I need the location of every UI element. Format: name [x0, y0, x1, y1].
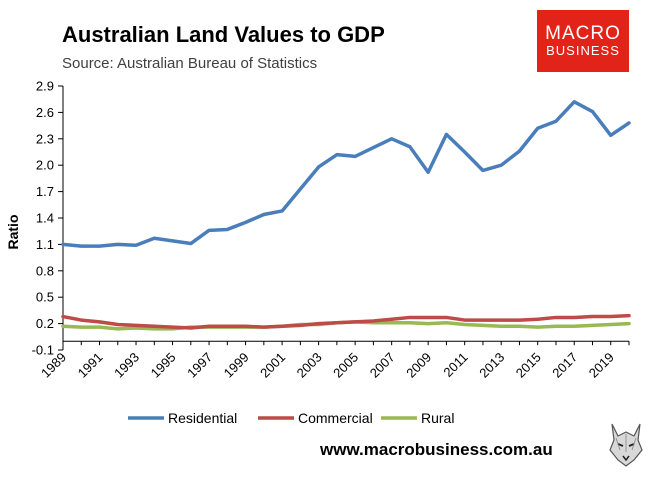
website-link[interactable]: www.macrobusiness.com.au [320, 440, 553, 459]
y-tick-label: 0.5 [36, 290, 54, 305]
y-tick-label: 1.7 [36, 184, 54, 199]
legend-label-commercial: Commercial [298, 410, 373, 426]
x-tick-label: 1997 [184, 350, 215, 381]
x-tick-label: 1993 [111, 350, 142, 381]
logo-line-1: MACRO [545, 23, 621, 45]
logo-line-2: BUSINESS [546, 43, 620, 59]
x-tick-label: 2007 [367, 350, 398, 381]
legend-label-rural: Rural [421, 410, 454, 426]
y-tick-label: 2.3 [36, 131, 54, 146]
series-line-commercial [61, 313, 631, 330]
y-axis-label: Ratio [5, 215, 21, 250]
y-tick-label: 2.6 [36, 105, 54, 120]
chart-series [61, 100, 631, 331]
y-tick-label: 0.8 [36, 263, 54, 278]
chart-title: Australian Land Values to GDP [62, 22, 385, 47]
macrobusiness-logo[interactable]: MACRO BUSINESS [537, 10, 629, 72]
wolf-icon [606, 420, 646, 468]
x-tick-label: 2017 [549, 350, 580, 381]
x-tick-label: 2005 [330, 350, 361, 381]
series-line-residential [61, 100, 631, 248]
y-tick-label: 1.1 [36, 237, 54, 252]
legend-label-residential: Residential [168, 410, 237, 426]
y-tick-label: -0.1 [32, 343, 54, 358]
y-tick-label: 2.0 [36, 158, 54, 173]
x-tick-label: 2009 [403, 350, 434, 381]
x-tick-label: 2003 [294, 350, 325, 381]
x-tick-label: 2001 [257, 350, 288, 381]
chart-legend: Residential Commercial Rural [128, 410, 454, 426]
y-tick-label: 1.4 [36, 211, 54, 226]
chart-subtitle: Source: Australian Bureau of Statistics [62, 55, 318, 72]
x-tick-label: 1999 [221, 350, 252, 381]
x-tick-label: 2013 [476, 350, 507, 381]
y-tick-label: 2.9 [36, 79, 54, 94]
x-tick-label: 2019 [586, 350, 617, 381]
y-tick-label: 0.2 [36, 316, 54, 331]
x-tick-label: 2015 [513, 350, 544, 381]
x-tick-label: 2011 [440, 350, 470, 380]
x-tick-label: 1995 [148, 350, 179, 381]
x-tick-label: 1991 [75, 350, 106, 381]
